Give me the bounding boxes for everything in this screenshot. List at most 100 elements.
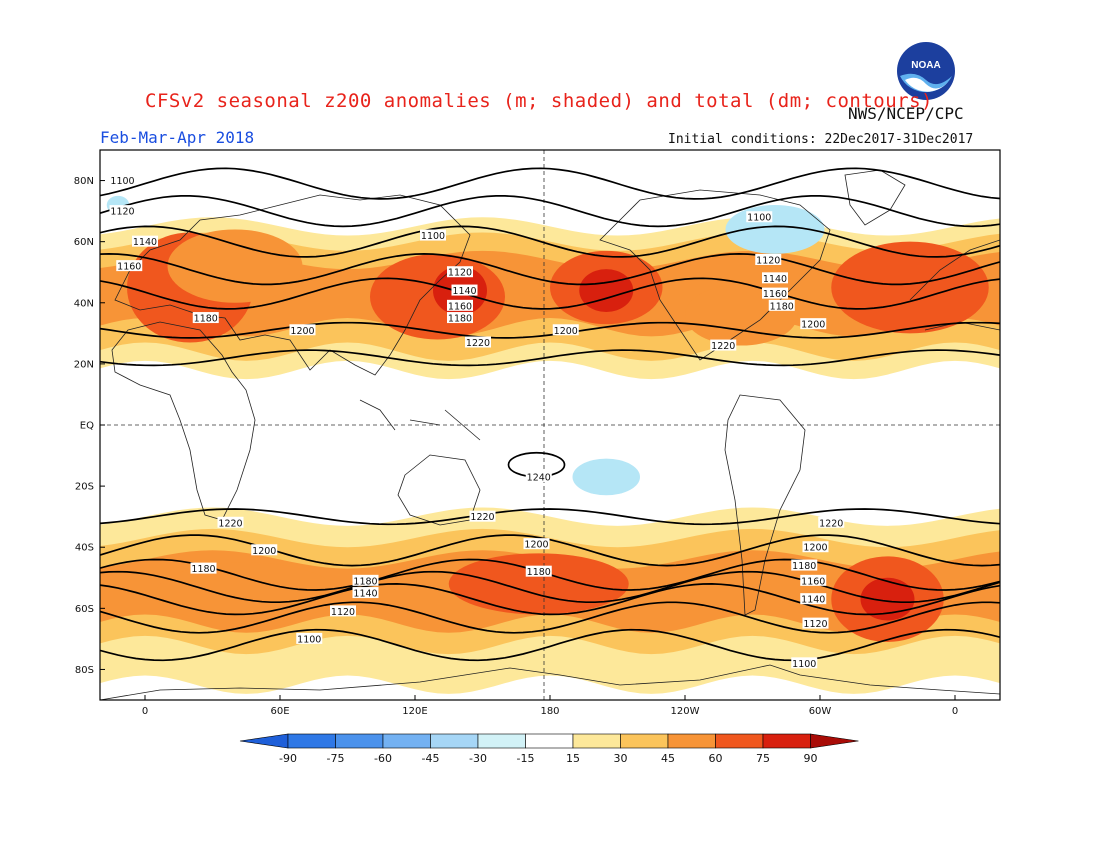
coastlines xyxy=(100,169,1000,700)
svg-text:1180: 1180 xyxy=(770,301,794,312)
contour-line xyxy=(100,570,1000,604)
anomaly-blob xyxy=(167,229,303,303)
svg-text:1100: 1100 xyxy=(421,231,445,242)
contour-label: 1120 xyxy=(755,254,782,267)
svg-text:1120: 1120 xyxy=(756,256,780,267)
colorbar-label: 15 xyxy=(566,752,580,765)
svg-text:1160: 1160 xyxy=(763,289,787,300)
contour-label: 1120 xyxy=(447,266,473,279)
contour-label: 1140 xyxy=(800,593,827,606)
contour-label: 1200 xyxy=(289,324,316,337)
contour-label: 1120 xyxy=(330,605,356,618)
lat-tick-label: 20S xyxy=(75,482,94,493)
svg-text:1120: 1120 xyxy=(331,607,355,618)
contour-line xyxy=(100,253,1000,286)
contour-label: 1100 xyxy=(746,211,773,224)
contour-label: 1140 xyxy=(762,272,788,285)
contour-label: 1120 xyxy=(109,205,136,218)
contour-label: 1140 xyxy=(352,587,379,600)
lon-tick-label: 120E xyxy=(402,706,427,717)
contour-label: 1180 xyxy=(768,299,795,312)
negative-anomaly-blob xyxy=(572,458,640,496)
svg-text:1220: 1220 xyxy=(819,518,843,529)
colorbar-label: -15 xyxy=(517,752,535,765)
svg-text:1100: 1100 xyxy=(297,634,321,645)
contour-line xyxy=(100,508,1000,526)
svg-text:1200: 1200 xyxy=(252,546,276,557)
greenland-coast xyxy=(844,169,906,226)
svg-text:1160: 1160 xyxy=(801,576,825,587)
lat-tick-label: 60N xyxy=(74,237,94,248)
svg-text:1100: 1100 xyxy=(792,659,816,670)
svg-text:1180: 1180 xyxy=(353,576,377,587)
eurasia-coast xyxy=(114,194,471,376)
contour-label: 1200 xyxy=(523,538,550,551)
lon-tick-label: 60E xyxy=(270,706,289,717)
lon-tick-label: 0 xyxy=(142,706,148,717)
lat-tick-label: 40N xyxy=(74,298,94,309)
colorbar-label: -90 xyxy=(279,752,297,765)
colorbar-swatch xyxy=(287,733,336,749)
colorbar-swatch xyxy=(572,733,621,749)
contour-label: 1120 xyxy=(802,617,829,630)
contour-label: 1200 xyxy=(800,318,827,331)
contour-label: 1160 xyxy=(447,299,473,312)
anomaly-blob xyxy=(448,553,629,615)
svg-text:1100: 1100 xyxy=(110,176,134,187)
anomaly-shading xyxy=(100,195,1000,694)
europe-coast-right xyxy=(909,239,1000,301)
contour-label: 1180 xyxy=(791,559,818,572)
contour-label: 1100 xyxy=(420,229,446,242)
contour-line xyxy=(100,167,1000,200)
svg-text:1220: 1220 xyxy=(470,512,494,523)
lat-tick-label: 40S xyxy=(75,543,94,554)
contour-line xyxy=(100,534,1000,567)
svg-text:1200: 1200 xyxy=(554,326,578,337)
svg-text:1180: 1180 xyxy=(448,314,472,325)
contour-line xyxy=(100,195,1000,228)
lat-tick-label: EQ xyxy=(80,421,94,432)
svg-text:1220: 1220 xyxy=(466,338,490,349)
colorbar: -90 -75 -60 -45 -30 -15 15 30 45 60 75 90 xyxy=(239,733,859,765)
svg-text:1200: 1200 xyxy=(801,320,825,331)
contour-line xyxy=(100,321,1000,339)
colorbar-swatch xyxy=(477,733,526,749)
initial-conditions: Initial conditions: 22Dec2017-31Dec2017 xyxy=(668,132,974,147)
colorbar-label: 45 xyxy=(661,752,675,765)
svg-text:1220: 1220 xyxy=(218,518,242,529)
svg-text:1140: 1140 xyxy=(353,589,377,600)
colorbar-swatch xyxy=(667,733,716,749)
contour-label: 1140 xyxy=(451,284,478,297)
svg-text:1180: 1180 xyxy=(194,314,218,325)
africa-coast-right xyxy=(924,321,1000,331)
svg-text:1100: 1100 xyxy=(747,213,771,224)
contour-label: 1200 xyxy=(802,541,829,554)
contour-label: 1160 xyxy=(116,260,143,273)
svg-text:1220: 1220 xyxy=(711,341,735,352)
svg-text:1140: 1140 xyxy=(801,595,825,606)
contour-label: 1100 xyxy=(791,657,818,670)
svg-text:1160: 1160 xyxy=(448,301,472,312)
svg-text:1120: 1120 xyxy=(803,619,827,630)
contour-label: 1240 xyxy=(525,470,552,483)
south-america-coast xyxy=(724,394,806,616)
anomaly-blob xyxy=(831,241,989,334)
contour-label: 1180 xyxy=(352,574,379,587)
colorbar-label: 75 xyxy=(756,752,770,765)
contour-line xyxy=(100,349,1000,367)
contour-label: 1160 xyxy=(800,574,827,587)
noaa-logo: NOAA xyxy=(895,40,957,102)
contour-label: 1220 xyxy=(818,516,845,529)
svg-text:1200: 1200 xyxy=(803,543,827,554)
colorbar-label: 60 xyxy=(709,752,723,765)
colorbar-swatch xyxy=(620,733,669,749)
contour-label: 1220 xyxy=(217,516,244,529)
longitude-axis: 0 60E 120E 180 120W 60W 0 xyxy=(142,695,958,717)
anomaly-blob xyxy=(860,577,915,621)
colorbar-swatch xyxy=(715,733,764,749)
chart-title: CFSv2 seasonal z200 anomalies (m; shaded… xyxy=(145,90,933,112)
colorbar-swatch xyxy=(382,733,431,749)
antarctica-coast xyxy=(100,664,1000,700)
contour-line xyxy=(100,277,1000,310)
anomaly-blob xyxy=(685,284,798,346)
